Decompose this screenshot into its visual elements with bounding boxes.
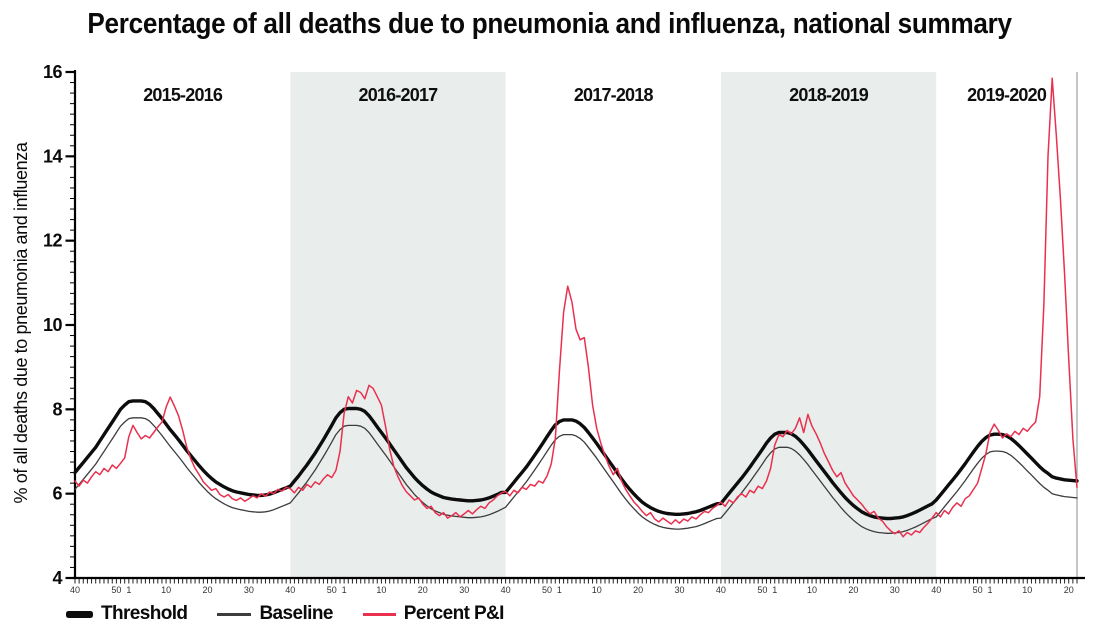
y-axis-tick-label: 10 xyxy=(43,315,63,335)
chart-title: Percentage of all deaths due to pneumoni… xyxy=(87,8,1013,40)
legend-item-threshold: Threshold xyxy=(66,603,188,625)
x-axis-tick-label: 1 xyxy=(557,585,562,595)
x-axis-tick-label: 1 xyxy=(342,585,347,595)
x-axis-tick-label: 10 xyxy=(807,585,817,595)
threshold-line xyxy=(73,399,1079,521)
season-label-2019-2020: 2019-2020 xyxy=(967,85,1047,105)
baseline-line xyxy=(74,417,1078,534)
y-axis-tick-label: 12 xyxy=(43,231,63,251)
threshold-line-swatch-icon xyxy=(66,610,93,618)
baseline-line-swatch-icon xyxy=(217,612,252,616)
legend-label-threshold: Threshold xyxy=(101,603,188,624)
x-axis-tick-label: 30 xyxy=(459,585,469,595)
percent-pi-line-swatch-icon xyxy=(362,612,396,616)
legend-item-baseline: Baseline xyxy=(217,603,333,625)
x-axis-tick-label: 20 xyxy=(848,585,858,595)
x-axis-tick-label: 30 xyxy=(675,585,685,595)
season-label-2015-2016: 2015-2016 xyxy=(143,85,223,105)
x-axis-tick-label: 30 xyxy=(244,585,254,595)
y-axis-tick-label: 14 xyxy=(43,146,63,166)
x-axis-tick-label: 50 xyxy=(757,585,767,595)
x-axis-tick-label: 1 xyxy=(126,585,131,595)
y-axis-tick-label: 4 xyxy=(52,568,62,588)
x-axis-tick-label: 40 xyxy=(285,585,295,595)
chart-legend: Threshold Baseline Percent P&I xyxy=(66,601,504,627)
season-label-2017-2018: 2017-2018 xyxy=(574,85,654,105)
x-axis-tick-label: 40 xyxy=(716,585,726,595)
legend-label-percent-pi: Percent P&I xyxy=(403,603,505,624)
pi-mortality-plot: 4 6 8 10 12 14 16 40 50 1 10 20 30 40 50 1 10 20 30 40 50 1 10… xyxy=(43,62,1085,595)
legend-label-baseline: Baseline xyxy=(259,603,333,624)
y-axis-tick-label: 6 xyxy=(52,484,62,504)
x-axis-tick-label: 10 xyxy=(592,585,602,595)
x-axis-tick-label: 1 xyxy=(772,585,777,595)
x-axis-tick-label: 20 xyxy=(418,585,428,595)
x-axis-tick-label: 40 xyxy=(931,585,941,595)
chart-title-row: Percentage of all deaths due to pneumoni… xyxy=(0,8,1100,41)
season-label-2016-2017: 2016-2017 xyxy=(359,85,439,105)
x-axis-tick-label: 50 xyxy=(327,585,337,595)
x-axis-tick-label: 50 xyxy=(542,585,552,595)
percent-pi-line xyxy=(74,77,1078,538)
y-axis-tick-label: 16 xyxy=(43,62,63,82)
x-axis-tick-label: 50 xyxy=(111,585,121,595)
x-axis-tick-label: 10 xyxy=(161,585,171,595)
y-axis-tick-label: 8 xyxy=(52,399,62,419)
x-axis-tick-label: 10 xyxy=(376,585,386,595)
x-axis-tick-label: 20 xyxy=(202,585,212,595)
x-axis-tick-label: 40 xyxy=(70,585,80,595)
x-axis-tick-label: 40 xyxy=(501,585,511,595)
season-band-2018-2019 xyxy=(720,72,937,578)
x-axis-tick-label: 30 xyxy=(890,585,900,595)
x-axis-tick-label: 50 xyxy=(973,585,983,595)
season-band-2016-2017 xyxy=(290,72,506,578)
season-label-2018-2019: 2018-2019 xyxy=(789,85,869,105)
x-axis-tick-label: 1 xyxy=(988,585,993,595)
x-axis-tick-label: 20 xyxy=(1064,585,1074,595)
x-axis-tick-label: 20 xyxy=(633,585,643,595)
x-axis-tick-label: 10 xyxy=(1022,585,1032,595)
legend-item-percent-pi: Percent P&I xyxy=(362,603,505,625)
